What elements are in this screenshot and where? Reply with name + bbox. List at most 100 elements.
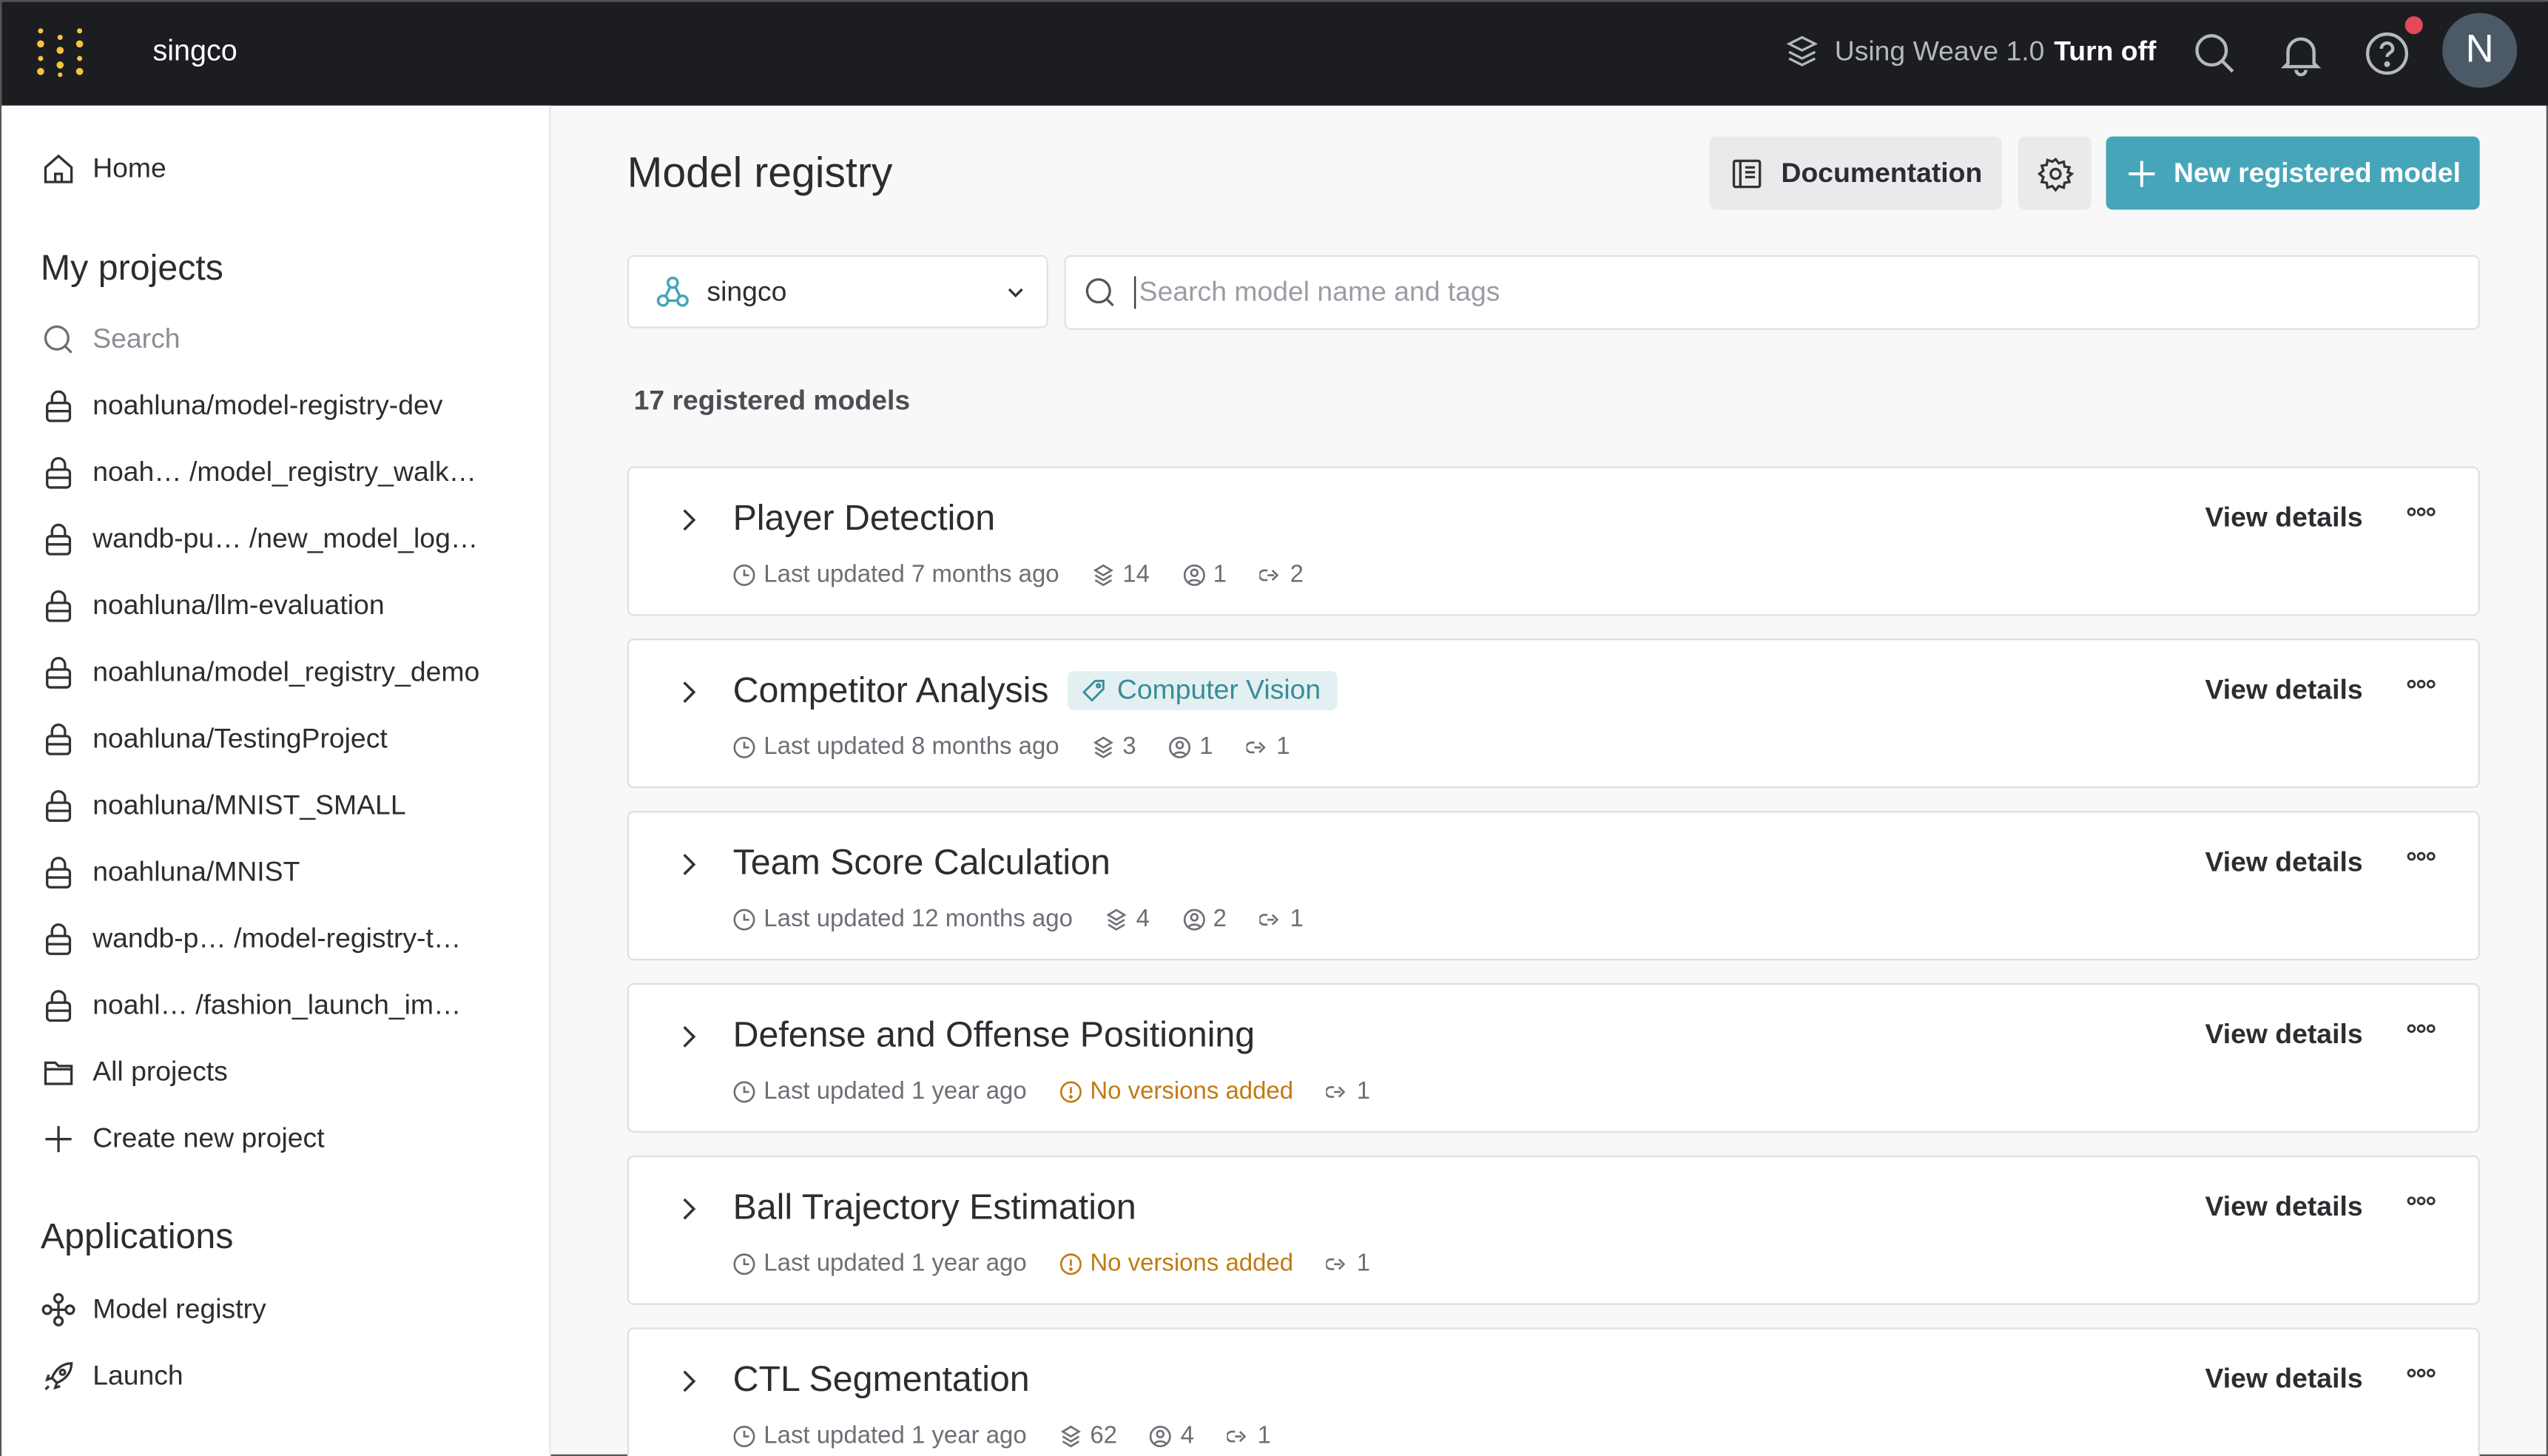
model-name[interactable]: Team Score Calculation <box>732 841 1110 883</box>
view-details-link[interactable]: View details <box>2205 846 2363 878</box>
new-registered-model-button[interactable]: New registered model <box>2106 136 2480 210</box>
more-options-icon[interactable] <box>2407 504 2436 520</box>
link-count-text: 1 <box>1356 1077 1371 1105</box>
plus-icon <box>45 1126 72 1153</box>
model-card[interactable]: Team Score Calculation Last updated 12 m… <box>627 811 2480 961</box>
sidebar-item-create-project[interactable]: Create new project <box>41 1115 325 1164</box>
chevron-right-icon[interactable] <box>678 1024 701 1050</box>
model-name[interactable]: Competitor Analysis <box>732 669 1049 710</box>
entity-select[interactable]: singco <box>627 255 1048 328</box>
model-name[interactable]: Player Detection <box>732 497 996 539</box>
search-icon[interactable] <box>2192 31 2237 76</box>
clock-icon <box>733 1253 755 1275</box>
model-card[interactable]: Ball Trajectory Estimation Last updated … <box>627 1155 2480 1305</box>
sidebar-item-launch[interactable]: Launch <box>41 1352 183 1401</box>
last-updated-text: Last updated 7 months ago <box>764 560 1059 589</box>
chevron-right-icon[interactable] <box>678 679 701 705</box>
view-details-link[interactable]: View details <box>2205 674 2363 706</box>
last-updated: Last updated 8 months ago <box>733 733 1059 761</box>
more-options-icon[interactable] <box>2407 1193 2436 1209</box>
more-options-icon[interactable] <box>2407 676 2436 692</box>
sidebar-project-item[interactable]: noahluna/MNIST <box>41 849 300 897</box>
link-count: 1 <box>1245 733 1290 761</box>
link-icon <box>1258 913 1278 925</box>
model-tag[interactable]: Computer Vision <box>1068 671 1338 710</box>
model-name[interactable]: Ball Trajectory Estimation <box>732 1186 1136 1227</box>
sidebar-project-item[interactable]: noahluna/model-registry-dev <box>41 382 443 431</box>
member-count-text: 1 <box>1213 560 1227 589</box>
sidebar-item-model-registry[interactable]: Model registry <box>41 1285 266 1334</box>
project-name: noahl… /fashion_launch_im… <box>92 989 462 1021</box>
info-warning-icon <box>1059 1080 1082 1102</box>
link-icon <box>1226 1429 1246 1442</box>
chevron-right-icon[interactable] <box>678 1368 701 1394</box>
model-card[interactable]: Defense and Offense Positioning Last upd… <box>627 983 2480 1133</box>
last-updated-text: Last updated 1 year ago <box>764 1421 1027 1450</box>
link-count-text: 1 <box>1290 905 1304 933</box>
versions-icon <box>1093 735 1113 758</box>
project-name: noahluna/TestingProject <box>92 723 388 755</box>
wandb-logo-icon[interactable] <box>34 26 86 78</box>
last-updated-text: Last updated 8 months ago <box>764 732 1059 761</box>
view-details-link[interactable]: View details <box>2205 1190 2363 1222</box>
version-count: 62 <box>1059 1422 1117 1449</box>
model-card[interactable]: Player Detection Last updated 7 months a… <box>627 466 2480 616</box>
more-options-icon[interactable] <box>2407 1020 2436 1037</box>
member-count: 4 <box>1150 1422 1194 1449</box>
link-icon <box>1325 1085 1346 1097</box>
sidebar-project-item[interactable]: noahluna/MNIST_SMALL <box>41 781 406 830</box>
link-count: 2 <box>1258 561 1304 588</box>
model-search-input[interactable] <box>1134 276 2402 309</box>
chevron-right-icon[interactable] <box>678 507 701 533</box>
last-updated: Last updated 12 months ago <box>733 905 1073 933</box>
view-details-link[interactable]: View details <box>2205 1019 2363 1050</box>
model-meta: Last updated 1 year ago No versions added… <box>733 1077 1403 1105</box>
more-options-icon[interactable] <box>2407 1365 2436 1381</box>
version-count: 4 <box>1105 905 1150 933</box>
member-count: 1 <box>1169 733 1213 761</box>
link-count-text: 1 <box>1356 1250 1371 1278</box>
view-details-link[interactable]: View details <box>2205 502 2363 533</box>
sidebar-project-item[interactable]: noah… /model_registry_walk… <box>41 448 476 497</box>
model-registry-icon <box>41 1292 75 1327</box>
version-count-text: 3 <box>1122 732 1136 761</box>
documentation-button[interactable]: Documentation <box>1709 136 2002 210</box>
clock-icon <box>733 1425 755 1447</box>
sidebar-project-item[interactable]: noahluna/TestingProject <box>41 715 388 764</box>
sidebar-project-item[interactable]: wandb-pu… /new_model_log… <box>41 515 478 564</box>
view-details-link[interactable]: View details <box>2205 1363 2363 1395</box>
version-count-text: 14 <box>1122 560 1150 589</box>
no-versions-warning: No versions added <box>1059 1250 1293 1277</box>
tag-icon <box>1082 679 1105 702</box>
sidebar-project-item[interactable]: wandb-p… /model-registry-t… <box>41 915 461 964</box>
help-icon[interactable] <box>2365 31 2410 76</box>
model-meta: Last updated 8 months ago 3 1 1 <box>733 733 1323 761</box>
more-options-icon[interactable] <box>2407 849 2436 865</box>
model-name[interactable]: CTL Segmentation <box>732 1358 1030 1400</box>
project-search[interactable]: Search <box>41 315 181 364</box>
model-card[interactable]: CTL Segmentation Last updated 1 year ago… <box>627 1327 2480 1456</box>
sidebar-item-all-projects[interactable]: All projects <box>41 1048 228 1097</box>
bell-icon[interactable] <box>2278 31 2323 77</box>
gear-icon <box>2037 156 2073 192</box>
model-card[interactable]: Competitor Analysis Computer Vision Last … <box>627 638 2480 789</box>
chevron-right-icon[interactable] <box>678 852 701 877</box>
settings-button[interactable] <box>2018 136 2092 210</box>
model-name[interactable]: Defense and Offense Positioning <box>732 1014 1256 1055</box>
chevron-right-icon[interactable] <box>678 1196 701 1222</box>
link-icon <box>1325 1257 1346 1270</box>
org-name[interactable]: singco <box>152 34 237 67</box>
book-icon <box>1733 158 1762 188</box>
sidebar-item-home[interactable]: Home <box>41 144 166 193</box>
versions-icon <box>1093 563 1113 586</box>
project-search-placeholder: Search <box>92 323 181 354</box>
clock-icon <box>733 908 755 930</box>
user-avatar[interactable]: N <box>2442 13 2518 88</box>
new-model-label: New registered model <box>2174 156 2461 188</box>
link-icon <box>1245 741 1265 753</box>
notification-dot <box>2404 16 2423 35</box>
sidebar-project-item[interactable]: noahluna/llm-evaluation <box>41 582 385 630</box>
sidebar-project-item[interactable]: noahl… /fashion_launch_im… <box>41 982 461 1031</box>
turn-off-weave-button[interactable]: Turn off <box>2054 36 2157 67</box>
sidebar-project-item[interactable]: noahluna/model_registry_demo <box>41 648 479 697</box>
